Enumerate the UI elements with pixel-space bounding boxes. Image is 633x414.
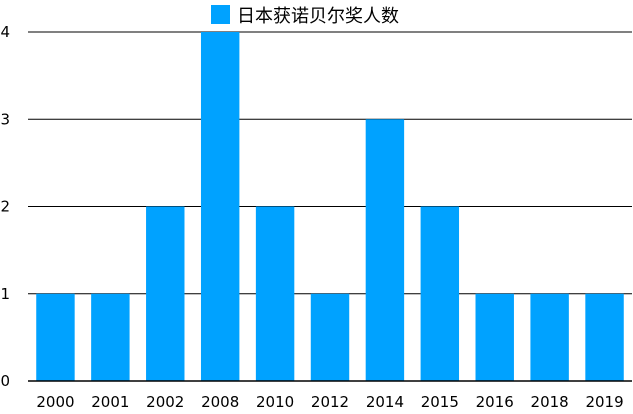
y-tick-label: 3 [0, 110, 10, 128]
bar [36, 293, 75, 381]
bars [36, 32, 624, 381]
bar [200, 32, 240, 381]
x-tick-label: 2008 [201, 393, 239, 410]
bar [255, 206, 295, 381]
x-tick-label: 2018 [531, 393, 569, 410]
y-tick-label: 2 [0, 198, 10, 216]
legend-label: 日本获诺贝尔奖人数 [237, 6, 399, 27]
bar [91, 293, 130, 381]
x-tick-label: 2012 [311, 393, 349, 410]
x-tick-label: 2010 [256, 393, 294, 410]
x-tick-label: 2002 [146, 393, 184, 410]
x-tick-label: 2014 [366, 393, 404, 410]
x-tick-label: 2019 [585, 393, 623, 410]
bar [585, 293, 624, 381]
legend: 日本获诺贝尔奖人数 [211, 5, 399, 27]
bar [310, 293, 350, 381]
y-tick-label: 4 [0, 23, 10, 41]
gridlines [28, 31, 632, 295]
x-tick-label: 2000 [36, 393, 74, 410]
x-tick-labels: 2000 2001 2002 2008 2010 2012 2014 2015 2016 2018… [36, 393, 623, 411]
bar [365, 119, 405, 381]
x-tick-label: 2016 [476, 393, 514, 410]
bar [420, 206, 460, 381]
y-tick-label: 1 [0, 285, 10, 303]
bar [475, 293, 514, 381]
bar [530, 293, 569, 381]
bar [146, 206, 185, 381]
x-tick-label: 2001 [91, 393, 129, 410]
x-tick-label: 2015 [421, 393, 459, 410]
y-tick-labels: 0 1 2 3 4 [0, 23, 10, 390]
legend-swatch [211, 5, 230, 24]
y-tick-label: 0 [0, 372, 10, 390]
